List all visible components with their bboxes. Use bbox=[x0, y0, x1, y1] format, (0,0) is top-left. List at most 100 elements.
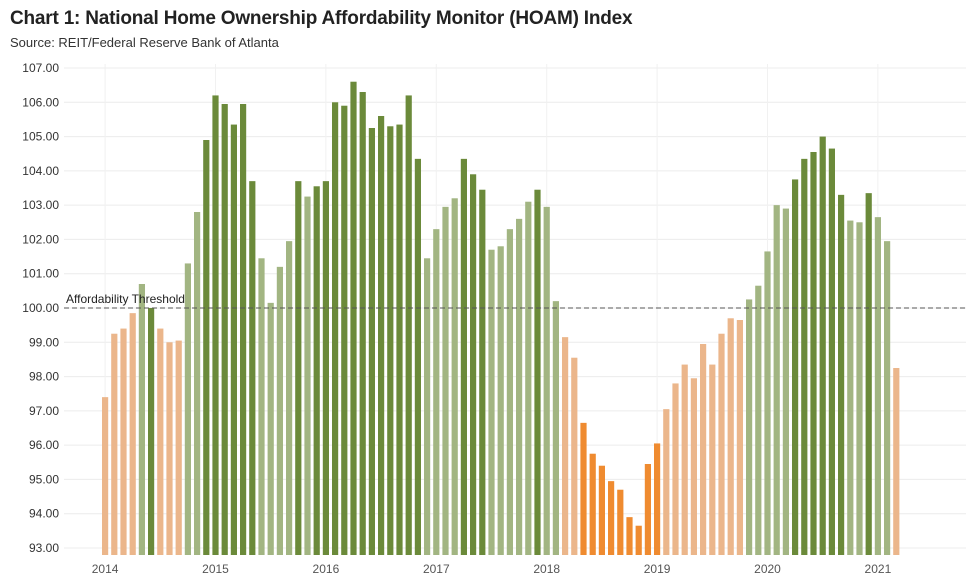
bar bbox=[405, 95, 412, 555]
chart-title: Chart 1: National Home Ownership Afforda… bbox=[10, 8, 633, 29]
x-tick-label: 2014 bbox=[92, 562, 119, 576]
bar bbox=[497, 246, 504, 556]
y-tick-label: 100.00 bbox=[22, 301, 59, 315]
bar bbox=[571, 357, 578, 555]
bar bbox=[847, 220, 854, 556]
bar bbox=[681, 364, 688, 555]
chart-source: Source: REIT/Federal Reserve Bank of Atl… bbox=[10, 35, 279, 50]
bar bbox=[718, 333, 725, 555]
bar bbox=[736, 320, 743, 555]
bar bbox=[129, 313, 136, 555]
bar bbox=[479, 189, 486, 555]
bar bbox=[506, 229, 513, 555]
y-tick-label: 106.00 bbox=[22, 95, 59, 109]
bar bbox=[138, 284, 145, 555]
bar bbox=[792, 179, 799, 555]
y-axis: 93.00 94.00 95.00 96.00 97.00 98.00 99.00 100.0… bbox=[22, 61, 59, 555]
bar bbox=[184, 263, 191, 555]
bar bbox=[709, 364, 716, 555]
bar bbox=[212, 95, 219, 555]
bar bbox=[433, 229, 440, 555]
bar bbox=[884, 241, 891, 555]
x-tick-label: 2021 bbox=[865, 562, 892, 576]
bar-layer bbox=[102, 81, 900, 556]
bar bbox=[700, 344, 707, 555]
bar bbox=[727, 318, 734, 555]
bar bbox=[635, 525, 642, 555]
bar bbox=[120, 328, 127, 555]
bar bbox=[672, 383, 679, 555]
bar bbox=[589, 453, 596, 555]
bar bbox=[690, 378, 697, 555]
bar bbox=[451, 198, 458, 556]
bar bbox=[617, 489, 624, 555]
bar bbox=[525, 201, 532, 555]
x-tick-label: 2020 bbox=[754, 562, 781, 576]
bar bbox=[543, 206, 550, 555]
bar bbox=[258, 258, 265, 555]
bar bbox=[313, 186, 320, 556]
bar bbox=[801, 158, 808, 555]
x-tick-label: 2019 bbox=[644, 562, 671, 576]
bar bbox=[810, 152, 817, 555]
bar bbox=[230, 124, 237, 556]
y-tick-label: 102.00 bbox=[22, 232, 59, 246]
bar bbox=[396, 124, 403, 556]
bar bbox=[322, 181, 329, 555]
bar bbox=[552, 301, 559, 555]
bar bbox=[166, 342, 173, 555]
bar bbox=[267, 302, 274, 555]
bar bbox=[580, 422, 587, 555]
bar bbox=[746, 299, 753, 555]
bar bbox=[414, 158, 421, 555]
bar bbox=[644, 464, 651, 555]
y-tick-label: 107.00 bbox=[22, 61, 59, 75]
bar bbox=[608, 481, 615, 555]
y-tick-label: 99.00 bbox=[29, 335, 59, 349]
bar bbox=[773, 205, 780, 555]
x-axis: 2014 2015 2016 2017 2018 2019 2020 2021 bbox=[92, 562, 892, 576]
bar bbox=[488, 249, 495, 555]
y-tick-label: 105.00 bbox=[22, 130, 59, 144]
y-tick-label: 97.00 bbox=[29, 404, 59, 418]
y-tick-label: 96.00 bbox=[29, 438, 59, 452]
bar bbox=[332, 102, 339, 556]
bar bbox=[516, 218, 523, 555]
bar bbox=[286, 241, 293, 555]
bar bbox=[663, 409, 670, 555]
bar bbox=[203, 140, 210, 555]
bar bbox=[819, 136, 826, 556]
bar bbox=[359, 92, 366, 555]
bar bbox=[856, 222, 863, 556]
y-tick-label: 95.00 bbox=[29, 472, 59, 486]
bar bbox=[470, 174, 477, 556]
bar bbox=[598, 465, 605, 555]
y-tick-label: 101.00 bbox=[22, 267, 59, 281]
bar bbox=[893, 368, 900, 555]
bar bbox=[828, 148, 835, 556]
bar bbox=[249, 181, 256, 555]
bar bbox=[350, 81, 357, 555]
bar bbox=[240, 104, 247, 555]
bar bbox=[865, 193, 872, 555]
bar bbox=[102, 397, 109, 555]
bar bbox=[460, 158, 467, 555]
bar bbox=[654, 443, 661, 555]
bar bbox=[755, 285, 762, 555]
bar bbox=[424, 258, 431, 555]
bar bbox=[782, 208, 789, 556]
y-tick-label: 104.00 bbox=[22, 164, 59, 178]
bar bbox=[194, 212, 201, 555]
bar bbox=[148, 308, 155, 555]
bar bbox=[442, 206, 449, 555]
x-tick-label: 2015 bbox=[202, 562, 229, 576]
bar bbox=[562, 337, 569, 555]
bar bbox=[534, 189, 541, 555]
x-tick-label: 2016 bbox=[313, 562, 340, 576]
x-tick-label: 2018 bbox=[533, 562, 560, 576]
bar bbox=[175, 340, 182, 555]
y-tick-label: 93.00 bbox=[29, 541, 59, 555]
bar bbox=[378, 116, 385, 555]
bar bbox=[304, 196, 311, 556]
